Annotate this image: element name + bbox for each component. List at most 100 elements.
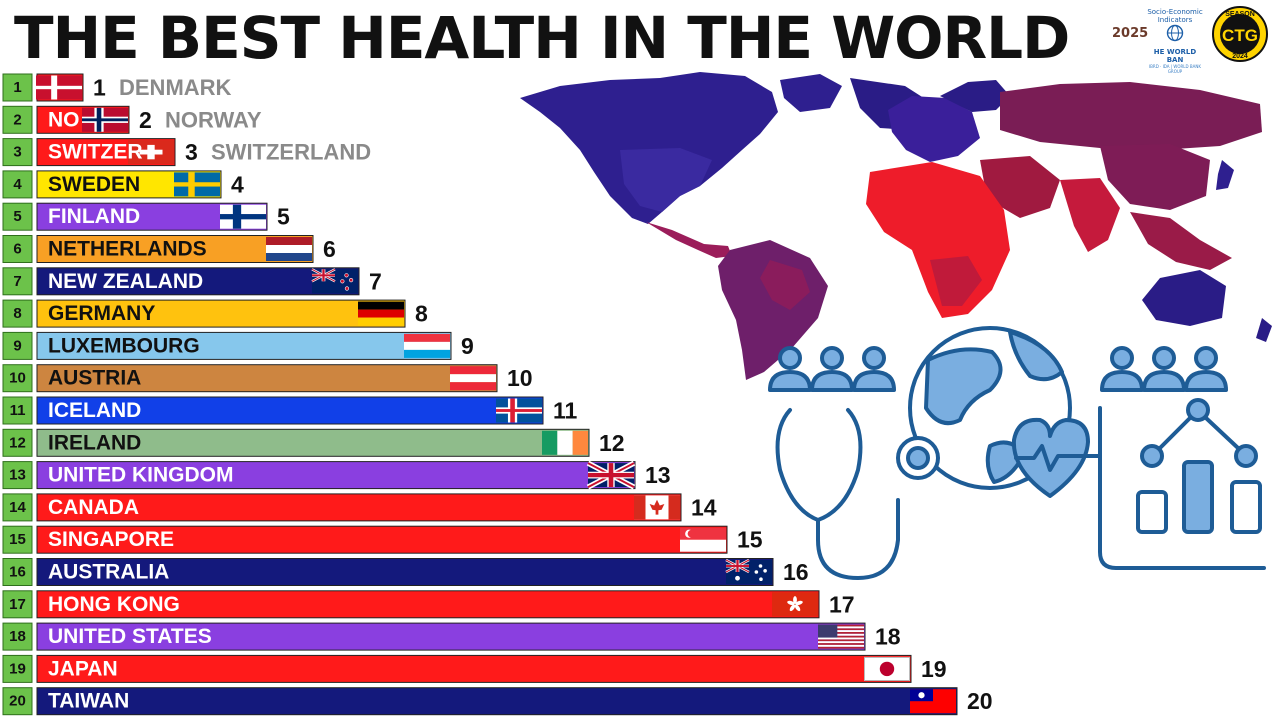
- value-label: 11: [553, 398, 578, 424]
- wb-logo-line2: Indicators: [1157, 16, 1193, 24]
- value-label: 1: [93, 75, 106, 101]
- value-label: 19: [921, 656, 947, 682]
- rank-label: 9: [13, 337, 21, 354]
- bar-row: 1 1 DENMARK: [2, 73, 232, 102]
- bar-row: 2 NO 2 NORWAY: [2, 105, 262, 134]
- bar-label: AUSTRIA: [48, 367, 141, 390]
- rank-box: [2, 267, 33, 296]
- value-label: 4: [231, 171, 244, 197]
- bar-row: 14 CANADA 14: [2, 493, 717, 522]
- globe-icon: [1166, 24, 1184, 42]
- world-bank-logo: Socio-Economic Indicators HE WORLD BAN I…: [1145, 8, 1205, 74]
- bar-label: NEW ZEALAND: [48, 270, 203, 293]
- wb-logo-line1: Socio-Economic: [1147, 8, 1203, 16]
- bar: [36, 364, 498, 393]
- bar-row: 11 ICELAND 11: [2, 396, 578, 425]
- bar-label: SWITZER: [48, 141, 143, 164]
- rank-label: 10: [9, 370, 26, 387]
- value-label: 14: [691, 494, 717, 520]
- bar-label: SINGAPORE: [48, 528, 174, 551]
- rank-label: 1: [13, 79, 21, 96]
- bar-label: GERMANY: [48, 302, 155, 325]
- country-label: DENMARK: [119, 75, 232, 100]
- new-zealand-flag-icon: [311, 268, 358, 294]
- rank-label: 12: [9, 434, 26, 451]
- rank-box: [2, 687, 33, 716]
- value-label: 7: [369, 268, 382, 294]
- ireland-flag-icon: [542, 430, 588, 455]
- rank-label: 3: [13, 144, 21, 161]
- bar-label: AUSTRALIA: [48, 561, 169, 584]
- rank-label: 7: [13, 273, 21, 290]
- country-label: SWITZERLAND: [211, 140, 371, 165]
- iceland-flag-icon: [496, 398, 542, 423]
- bar-row: 8 GERMANY 8: [2, 299, 428, 328]
- country-label: NORWAY: [165, 107, 262, 132]
- rank-box: [2, 654, 33, 683]
- value-label: 3: [185, 139, 198, 165]
- denmark-flag-icon: [36, 75, 82, 100]
- value-label: 12: [599, 430, 625, 456]
- sweden-flag-icon: [174, 172, 220, 197]
- netherlands-flag-icon: [266, 237, 312, 261]
- bar: [36, 654, 912, 683]
- bar-label: NO: [48, 108, 80, 131]
- bar-label: CANADA: [48, 496, 139, 519]
- united-states-flag-icon: [818, 624, 864, 649]
- bar-row: 13 UNITED KINGDOM 13: [2, 460, 671, 490]
- bar-row: 6 NETHERLANDS 6: [2, 235, 336, 263]
- chart-analytics-icon: [1098, 398, 1266, 570]
- rank-box: [2, 396, 33, 425]
- bar-row: 17 HONG KONG 17: [2, 590, 855, 619]
- value-label: 15: [737, 527, 763, 553]
- finland-flag-icon: [220, 204, 266, 229]
- bar-label: UNITED KINGDOM: [48, 464, 234, 487]
- united-kingdom-flag-icon: [586, 460, 636, 490]
- bar: [36, 428, 590, 457]
- value-label: 20: [967, 688, 993, 714]
- season-logo-mid: CTG: [1222, 26, 1258, 45]
- bar-row: 18 UNITED STATES 18: [2, 622, 901, 651]
- bar: [36, 687, 958, 716]
- value-label: 9: [461, 333, 474, 359]
- bar-row: 4 SWEDEN 4: [2, 170, 244, 199]
- canada-flag-icon: [634, 495, 680, 520]
- rank-box: [2, 461, 33, 490]
- rank-label: 4: [13, 176, 22, 193]
- bar: [36, 461, 636, 490]
- rank-box: [2, 558, 33, 586]
- rank-label: 18: [9, 628, 26, 645]
- wb-logo-sub: IBRD · IDA | WORLD BANK GROUP: [1149, 64, 1201, 74]
- value-label: 18: [875, 624, 901, 650]
- rank-label: 16: [9, 564, 26, 581]
- bar-label: HONG KONG: [48, 593, 180, 616]
- germany-flag-icon: [358, 301, 404, 326]
- bar-row: 15 SINGAPORE 15: [2, 525, 763, 554]
- bar-label: FINLAND: [48, 205, 140, 228]
- bar-label: TAIWAN: [48, 690, 129, 713]
- bar-label: ICELAND: [48, 399, 141, 422]
- season-logo-bottom: 2024: [1232, 53, 1248, 60]
- bar: [36, 267, 360, 296]
- rank-label: 2: [13, 111, 21, 128]
- taiwan-flag-icon: [910, 689, 956, 714]
- rank-box: [2, 331, 33, 360]
- rank-box: [2, 170, 33, 199]
- stethoscope-icon: [775, 408, 940, 580]
- people-icon-group-right: [1100, 346, 1228, 392]
- rank-box: [2, 202, 33, 231]
- australia-flag-icon: [725, 558, 772, 584]
- rank-box: [2, 105, 33, 134]
- rank-label: 8: [13, 305, 21, 322]
- rank-label: 6: [13, 241, 21, 258]
- rank-box: [2, 428, 33, 457]
- rank-label: 19: [9, 660, 26, 677]
- bar-label: UNITED STATES: [48, 625, 212, 648]
- singapore-flag-icon: [680, 527, 726, 552]
- rank-label: 17: [9, 596, 26, 613]
- bar-row: 9 LUXEMBOURG 9: [2, 331, 474, 360]
- year-label: 2025: [1112, 26, 1149, 41]
- luxembourg-flag-icon: [404, 333, 450, 358]
